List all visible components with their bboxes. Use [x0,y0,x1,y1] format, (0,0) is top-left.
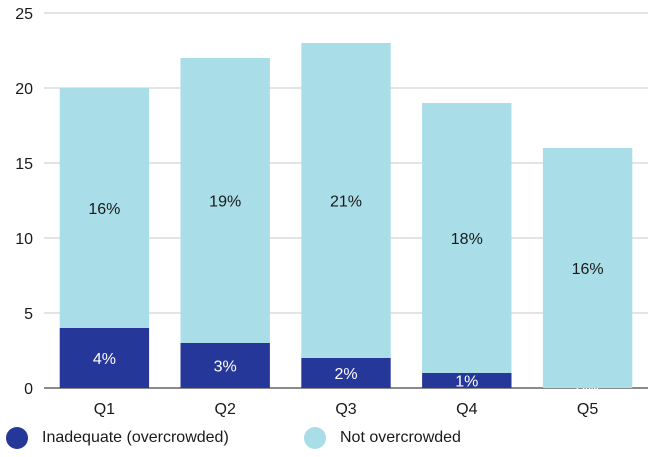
bar-segment [422,103,512,373]
legend-swatch-not-overcrowded [304,427,326,449]
bar-value-label: 2% [334,366,357,383]
y-tick-label: 20 [15,81,33,98]
legend-item-inadequate: Inadequate (overcrowded) [6,427,229,449]
y-axis-ticks: 0 5 10 15 20 25 [15,6,33,398]
bar-value-label: 21% [330,194,362,211]
bar-segment [180,343,270,388]
bar-segment [422,373,512,388]
bar-value-label: 16% [572,261,604,278]
legend-item-not-overcrowded: Not overcrowded [304,427,461,449]
y-tick-label: 15 [15,156,33,173]
legend-label-inadequate: Inadequate (overcrowded) [42,429,229,446]
bar-value-label: 16% [88,201,120,218]
legend-label-not-overcrowded: Not overcrowded [340,429,461,446]
y-tick-label: 25 [15,6,33,23]
legend-swatch-inadequate [6,427,28,449]
x-tick-label: Q3 [335,401,356,418]
bar-value-label: 4% [93,351,116,368]
bar-segment [59,88,150,328]
bar-segment [301,358,391,388]
x-tick-label: Q1 [94,401,115,418]
bar-segment [59,328,150,388]
y-tick-label: 0 [24,381,33,398]
bar-segment [180,58,270,343]
x-axis-ticks: Q1 Q2 Q3 Q4 Q5 [94,401,599,418]
bar-value-label: 1% [455,374,478,391]
bar-segment [542,148,633,388]
x-tick-label: Q5 [577,401,598,418]
x-tick-label: Q4 [456,401,477,418]
bar-value-label: 18% [451,231,483,248]
bars: 4%16%3%19%2%21%1%18%0%16% [59,43,633,398]
bar-value-label: 3% [214,359,237,376]
x-tick-label: Q2 [215,401,236,418]
bar-value-label: 19% [209,194,241,211]
y-tick-label: 10 [15,231,33,248]
bar-segment [301,43,391,358]
y-tick-label: 5 [24,306,33,323]
